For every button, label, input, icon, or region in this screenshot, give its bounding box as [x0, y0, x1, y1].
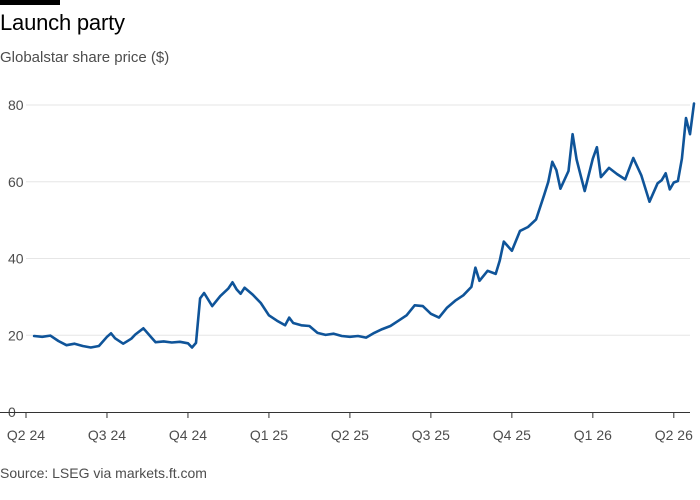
series-line: [32, 102, 696, 349]
y-axis-ticks: 020406080: [8, 97, 24, 420]
x-tick-label: Q2 26: [655, 427, 693, 443]
x-tick-label: Q4 24: [169, 427, 207, 443]
series-group: [32, 102, 696, 349]
chart-title: Launch party: [0, 10, 125, 35]
y-tick-label: 60: [8, 174, 24, 190]
x-tick-label: Q3 25: [412, 427, 450, 443]
x-tick-label: Q1 26: [574, 427, 612, 443]
x-tick-label: Q3 24: [88, 427, 126, 443]
y-tick-label: 20: [8, 327, 24, 343]
y-tick-label: 80: [8, 97, 24, 113]
chart-subtitle: Globalstar share price ($): [0, 49, 170, 66]
source-note: Source: LSEG via markets.ft.com: [0, 465, 207, 481]
x-tick-label: Q2 24: [7, 427, 45, 443]
x-axis-ticks: Q2 24 Q3 24 Q4 24 Q1 25 Q2 25 Q3 25 Q4 25 Q1 26…: [7, 412, 693, 443]
x-tick-label: Q1 25: [250, 427, 288, 443]
x-tick-label: Q4 25: [493, 427, 531, 443]
accent-bar: [0, 0, 60, 5]
grid: [26, 104, 690, 336]
x-tick-label: Q2 25: [331, 427, 369, 443]
y-tick-label: 40: [8, 251, 24, 267]
